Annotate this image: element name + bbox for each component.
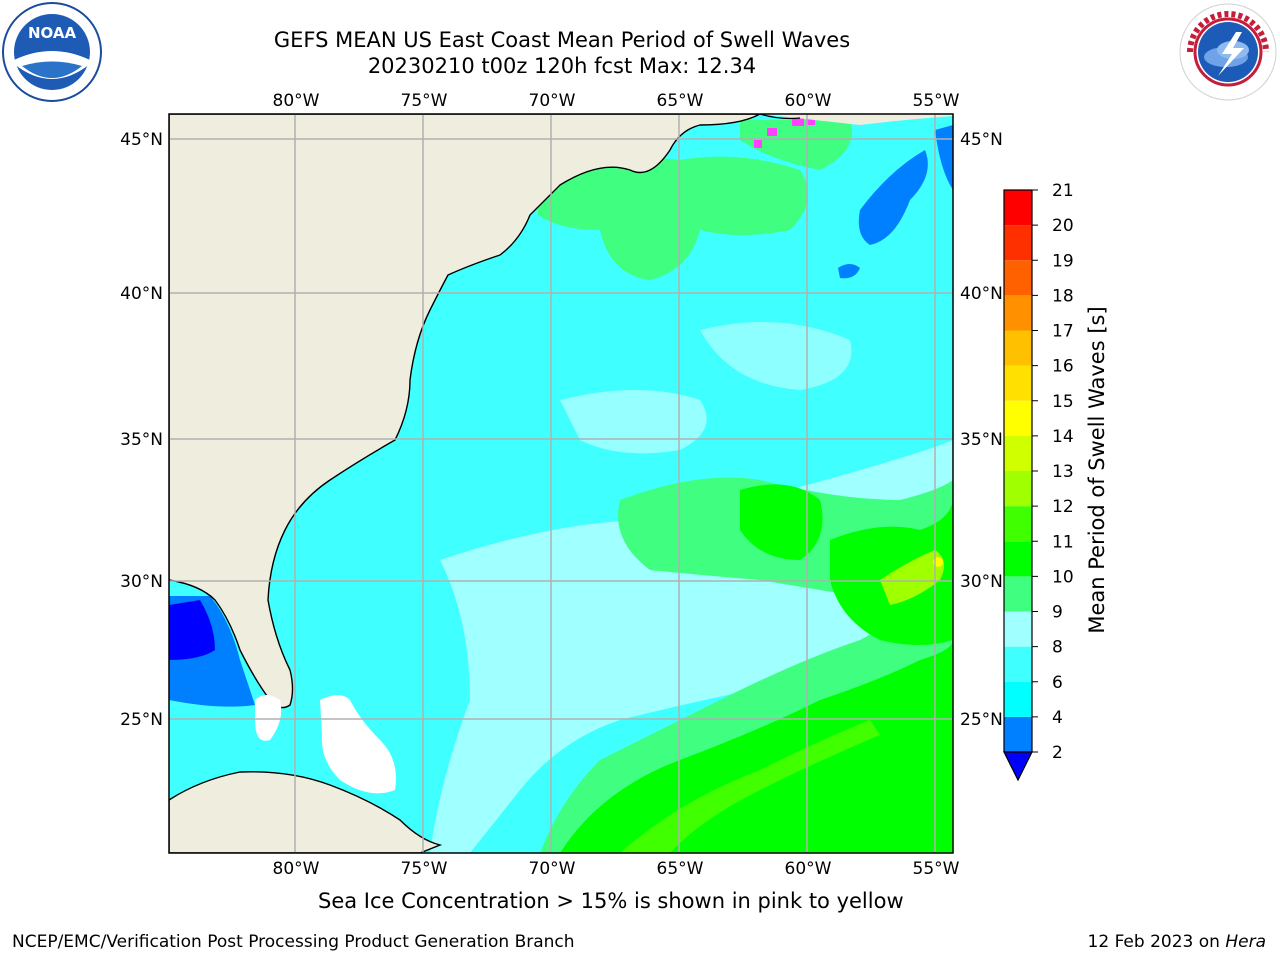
field-band-2-4: [169, 600, 215, 660]
sea-ice-marker: [806, 116, 815, 125]
colorbar-tick-label: 16: [1052, 357, 1074, 377]
colorbar-segment: [1004, 506, 1032, 542]
lon-tick-label: 55°W: [913, 859, 960, 879]
lon-tick-label: 60°W: [785, 859, 832, 879]
colorbar-segment: [1004, 225, 1032, 261]
lat-tick-label: 30°N: [960, 572, 1003, 592]
colorbar-tick-label: 12: [1052, 497, 1074, 517]
field-band-12-13: [880, 550, 944, 605]
colorbar-tick-label: 20: [1052, 216, 1074, 236]
lon-tick-label: 75°W: [401, 859, 448, 879]
generation-date-text: 12 Feb 2023 on: [1087, 932, 1226, 952]
nws-logo: [1179, 3, 1277, 101]
colorbar-segment: [1004, 471, 1032, 507]
lon-tick-label: 75°W: [401, 91, 448, 111]
field-band-4-6: [935, 125, 953, 190]
lat-tick-label: 45°N: [960, 130, 1003, 150]
field-band-9-10: [538, 156, 808, 280]
chart-title: GEFS MEAN US East Coast Mean Period of S…: [273, 28, 851, 52]
colorbar-tick-label: 13: [1052, 462, 1074, 482]
colorbar-segment: [1004, 365, 1032, 401]
noaa-logo-text: NOAA: [28, 24, 77, 42]
lon-tick-label: 65°W: [657, 859, 704, 879]
field-band-8-9: [700, 322, 852, 390]
field-band-4-6: [858, 150, 928, 245]
sea-ice-marker: [754, 140, 762, 148]
colorbar-tick-label: 14: [1052, 427, 1074, 447]
lon-tick-label: 65°W: [657, 91, 704, 111]
map-frame: [168, 113, 954, 854]
colorbar-segment: [1004, 295, 1032, 331]
colorbar-tick-label: 18: [1052, 286, 1074, 306]
colorbar-tick-label: 19: [1052, 251, 1074, 271]
lat-tick-label: 35°N: [960, 430, 1003, 450]
lat-tick-label: 35°N: [120, 430, 163, 450]
colorbar-tick-label: 15: [1052, 392, 1074, 412]
land-cuba: [169, 771, 443, 853]
sea-ice-marker: [767, 128, 777, 136]
field-band-10-11: [560, 640, 953, 853]
field-band-8-9: [560, 390, 707, 454]
colorbar-segment: [1004, 435, 1032, 471]
lon-tick-label: 80°W: [273, 91, 320, 111]
producer-credit: NCEP/EMC/Verification Post Processing Pr…: [12, 932, 575, 952]
field-band-10-11: [740, 484, 823, 560]
lon-tick-label: 60°W: [785, 91, 832, 111]
generation-date: 12 Feb 2023 on Hera: [1088, 932, 1266, 952]
colorbar-tick-label: 2: [1052, 743, 1063, 763]
land-canada: [690, 114, 953, 125]
colorbar-segment: [1004, 576, 1032, 612]
lat-tick-label: 25°N: [120, 710, 163, 730]
colorbar: 2 4 6 8 9 10 11 12 13 14 15 16 17 18 19 20 21: [1003, 181, 1074, 782]
colorbar-extension: [1003, 751, 1033, 782]
coastline: [759, 114, 801, 120]
lon-ticks-top: 80°W 75°W 70°W 65°W 60°W 55°W: [273, 91, 960, 111]
colorbar-tick-label: 10: [1052, 567, 1074, 587]
field-band-4-6: [838, 264, 860, 279]
graticule: [169, 114, 953, 853]
colorbar-segment: [1004, 190, 1032, 226]
colorbar-segment: [1004, 646, 1032, 682]
lat-tick-label: 40°N: [120, 284, 163, 304]
colorbar-tick-label: 9: [1052, 603, 1063, 623]
lat-tick-label: 30°N: [120, 572, 163, 592]
map-plot-area: [169, 114, 953, 853]
colorbar-tick-label: 6: [1052, 673, 1063, 693]
lon-tick-label: 55°W: [913, 91, 960, 111]
lon-tick-label: 70°W: [529, 859, 576, 879]
lat-ticks-left: 45°N 40°N 35°N 30°N 25°N: [120, 130, 163, 730]
colorbar-label-text: Mean Period of Swell Waves [s]: [1085, 306, 1109, 634]
colorbar-segment: [1004, 681, 1032, 717]
colorbar-tick-label: 17: [1052, 322, 1074, 342]
lat-tick-label: 25°N: [960, 710, 1003, 730]
colorbar-tick-label: 8: [1052, 638, 1063, 658]
no-data-area: [255, 695, 282, 741]
sea-ice-note: Sea Ice Concentration > 15% is shown in …: [318, 889, 904, 913]
colorbar-segment: [1004, 541, 1032, 577]
host-name: Hera: [1225, 932, 1266, 952]
field-band-10-11: [830, 500, 953, 645]
colorbar-tick-label: 21: [1052, 181, 1074, 201]
lat-ticks-right: 45°N 40°N 35°N 30°N 25°N: [960, 130, 1003, 730]
lat-tick-label: 40°N: [960, 284, 1003, 304]
colorbar-segment: [1004, 716, 1032, 752]
colorbar-tick-label: 4: [1052, 708, 1063, 728]
colorbar-tick-label: 11: [1052, 532, 1074, 552]
sea-ice-marker: [792, 118, 804, 126]
colorbar-segment: [1004, 400, 1032, 436]
lon-ticks-bottom: 80°W 75°W 70°W 65°W 60°W 55°W: [273, 859, 960, 879]
colorbar-segment: [1004, 260, 1032, 296]
colorbar-segment: [1004, 330, 1032, 366]
lon-tick-label: 80°W: [273, 859, 320, 879]
lat-tick-label: 45°N: [120, 130, 163, 150]
noaa-logo: NOAA: [2, 2, 102, 102]
colorbar-segment: [1004, 611, 1032, 647]
chart-subtitle: 20230210 t00z 120h fcst Max: 12.34: [367, 54, 757, 78]
field-band-11-12: [620, 720, 880, 853]
lon-tick-label: 70°W: [529, 91, 576, 111]
